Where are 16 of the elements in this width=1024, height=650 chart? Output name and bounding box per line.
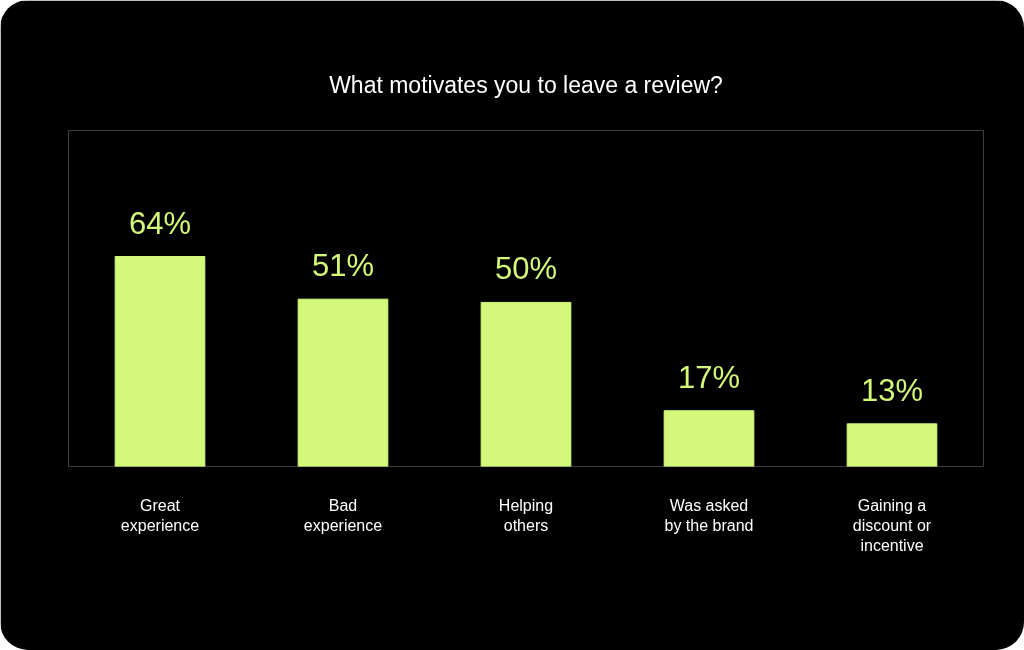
data-label: 17% (677, 359, 741, 395)
bar (480, 301, 572, 467)
data-label: 50% (494, 251, 558, 287)
bar (114, 256, 206, 467)
x-tick-label: Helping others (498, 496, 554, 534)
data-label: 13% (860, 372, 924, 408)
bar (663, 410, 755, 467)
data-label: 64% (128, 205, 192, 241)
bar (846, 423, 938, 467)
x-tick-label: Great experience (120, 496, 200, 534)
x-tick-label: Was asked by the brand (664, 496, 754, 534)
x-tick-label: Bad experience (303, 496, 383, 534)
x-tick-label: Gaining a discount or incentive (852, 496, 932, 555)
chart-title: What motivates you to leave a review? (329, 71, 723, 98)
bar (297, 298, 389, 467)
data-label: 51% (311, 248, 375, 284)
